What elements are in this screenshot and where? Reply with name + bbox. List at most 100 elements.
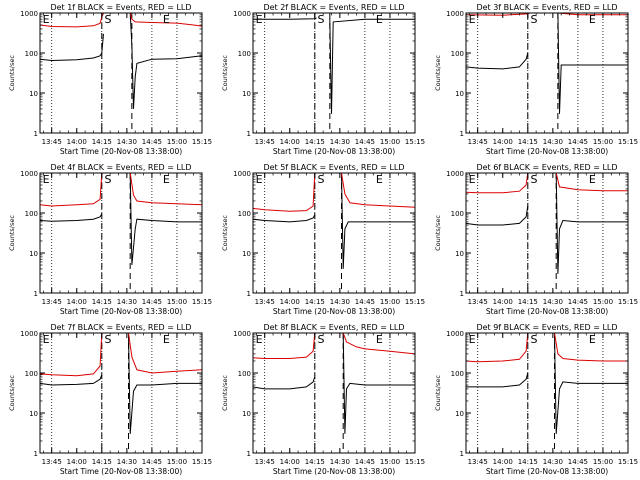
x-tick-label: 15:00 bbox=[380, 458, 400, 466]
events-series-line bbox=[466, 205, 529, 226]
y-tick-label: 100 bbox=[25, 210, 38, 218]
y-tick-label: 1000 bbox=[233, 170, 251, 178]
x-tick-label: 14:30 bbox=[117, 138, 137, 146]
region-marker-e: E bbox=[589, 13, 596, 26]
x-tick-label: 14:00 bbox=[493, 138, 513, 146]
x-tick-label: 14:15 bbox=[305, 138, 325, 146]
region-marker-e: E bbox=[256, 173, 263, 186]
y-tick-label: 10 bbox=[29, 250, 38, 258]
x-axis-label: Start Time (20-Nov-08 13:38:00) bbox=[273, 467, 395, 476]
region-marker-e: E bbox=[163, 333, 170, 346]
y-tick-label: 10 bbox=[29, 410, 38, 418]
y-tick-label: 100 bbox=[25, 50, 38, 58]
y-tick-label: 10 bbox=[242, 250, 251, 258]
y-tick-label: 10 bbox=[242, 90, 251, 98]
panel-title: Det 4f BLACK = Events, RED = LLD bbox=[50, 163, 191, 172]
x-tick-label: 14:30 bbox=[117, 458, 137, 466]
y-tick-label: 1000 bbox=[20, 330, 38, 338]
y-tick-label: 100 bbox=[238, 50, 251, 58]
region-marker-s: S bbox=[317, 173, 324, 186]
x-tick-label: 14:30 bbox=[543, 138, 563, 146]
x-axis-label: Start Time (20-Nov-08 13:38:00) bbox=[273, 147, 395, 156]
x-tick-label: 15:00 bbox=[593, 458, 613, 466]
region-marker-s: S bbox=[104, 13, 111, 26]
plot-frame bbox=[465, 332, 629, 454]
y-tick-label: 100 bbox=[451, 50, 464, 58]
region-marker-e: E bbox=[256, 13, 263, 26]
region-marker-s: S bbox=[317, 333, 324, 346]
region-marker-e: E bbox=[469, 13, 476, 26]
x-tick-label: 15:15 bbox=[405, 298, 425, 306]
y-axis-label: Counts/sec bbox=[221, 55, 229, 91]
lld-series-line bbox=[466, 173, 529, 194]
y-tick-label: 1000 bbox=[446, 170, 464, 178]
x-tick-label: 14:45 bbox=[142, 458, 162, 466]
x-tick-label: 14:15 bbox=[305, 458, 325, 466]
x-tick-label: 14:30 bbox=[330, 138, 350, 146]
x-axis-label: Start Time (20-Nov-08 13:38:00) bbox=[486, 147, 608, 156]
region-marker-e: E bbox=[163, 173, 170, 186]
x-tick-label: 15:15 bbox=[405, 458, 425, 466]
region-marker-e: E bbox=[43, 173, 50, 186]
x-tick-label: 15:15 bbox=[192, 298, 212, 306]
region-marker-s: S bbox=[104, 333, 111, 346]
x-tick-label: 13:45 bbox=[468, 298, 488, 306]
x-tick-label: 14:45 bbox=[142, 138, 162, 146]
x-tick-label: 14:00 bbox=[67, 298, 87, 306]
lld-series-line bbox=[554, 333, 628, 362]
x-tick-label: 14:30 bbox=[543, 458, 563, 466]
x-tick-label: 14:45 bbox=[568, 458, 588, 466]
lld-series-line bbox=[253, 333, 316, 359]
region-marker-s: S bbox=[530, 13, 537, 26]
y-tick-label: 1 bbox=[460, 290, 464, 298]
x-tick-label: 13:45 bbox=[255, 458, 275, 466]
region-marker-s: S bbox=[530, 333, 537, 346]
events-series-line bbox=[40, 374, 103, 386]
y-tick-label: 10 bbox=[455, 250, 464, 258]
events-series-line bbox=[128, 333, 202, 434]
x-tick-label: 13:45 bbox=[468, 458, 488, 466]
x-tick-label: 14:45 bbox=[355, 298, 375, 306]
y-axis-label: Counts/sec bbox=[8, 55, 16, 91]
y-tick-label: 1000 bbox=[233, 10, 251, 18]
x-tick-label: 15:15 bbox=[405, 138, 425, 146]
x-tick-label: 14:00 bbox=[493, 298, 513, 306]
plot-frame bbox=[39, 12, 203, 134]
y-tick-label: 1 bbox=[460, 450, 464, 458]
region-marker-e: E bbox=[43, 13, 50, 26]
y-axis-label: Counts/sec bbox=[434, 215, 442, 251]
events-series-line bbox=[253, 17, 317, 20]
panel-title: Det 3f BLACK = Events, RED = LLD bbox=[476, 3, 617, 12]
lld-series-line bbox=[253, 173, 316, 212]
x-tick-label: 14:30 bbox=[330, 298, 350, 306]
x-tick-label: 15:00 bbox=[167, 298, 187, 306]
lld-series-line bbox=[557, 13, 628, 16]
x-tick-label: 14:45 bbox=[355, 458, 375, 466]
y-tick-label: 1 bbox=[34, 130, 38, 138]
x-tick-label: 15:15 bbox=[618, 298, 638, 306]
events-series-line bbox=[466, 52, 529, 70]
x-tick-label: 15:00 bbox=[167, 458, 187, 466]
region-marker-e: E bbox=[469, 333, 476, 346]
x-tick-label: 13:45 bbox=[42, 138, 62, 146]
x-axis-label: Start Time (20-Nov-08 13:38:00) bbox=[60, 147, 182, 156]
events-series-line bbox=[341, 173, 415, 269]
x-axis-label: Start Time (20-Nov-08 13:38:00) bbox=[486, 467, 608, 476]
events-series-line bbox=[329, 18, 415, 114]
events-series-line bbox=[40, 33, 104, 62]
region-marker-s: S bbox=[317, 13, 324, 26]
y-tick-label: 1 bbox=[247, 450, 251, 458]
region-marker-e: E bbox=[376, 13, 383, 26]
y-tick-label: 1 bbox=[34, 290, 38, 298]
plot-frame bbox=[252, 172, 416, 294]
x-tick-label: 14:00 bbox=[67, 458, 87, 466]
region-marker-s: S bbox=[104, 173, 111, 186]
x-tick-label: 15:15 bbox=[618, 458, 638, 466]
panel-title: Det 7f BLACK = Events, RED = LLD bbox=[50, 323, 191, 332]
region-marker-e: E bbox=[163, 13, 170, 26]
